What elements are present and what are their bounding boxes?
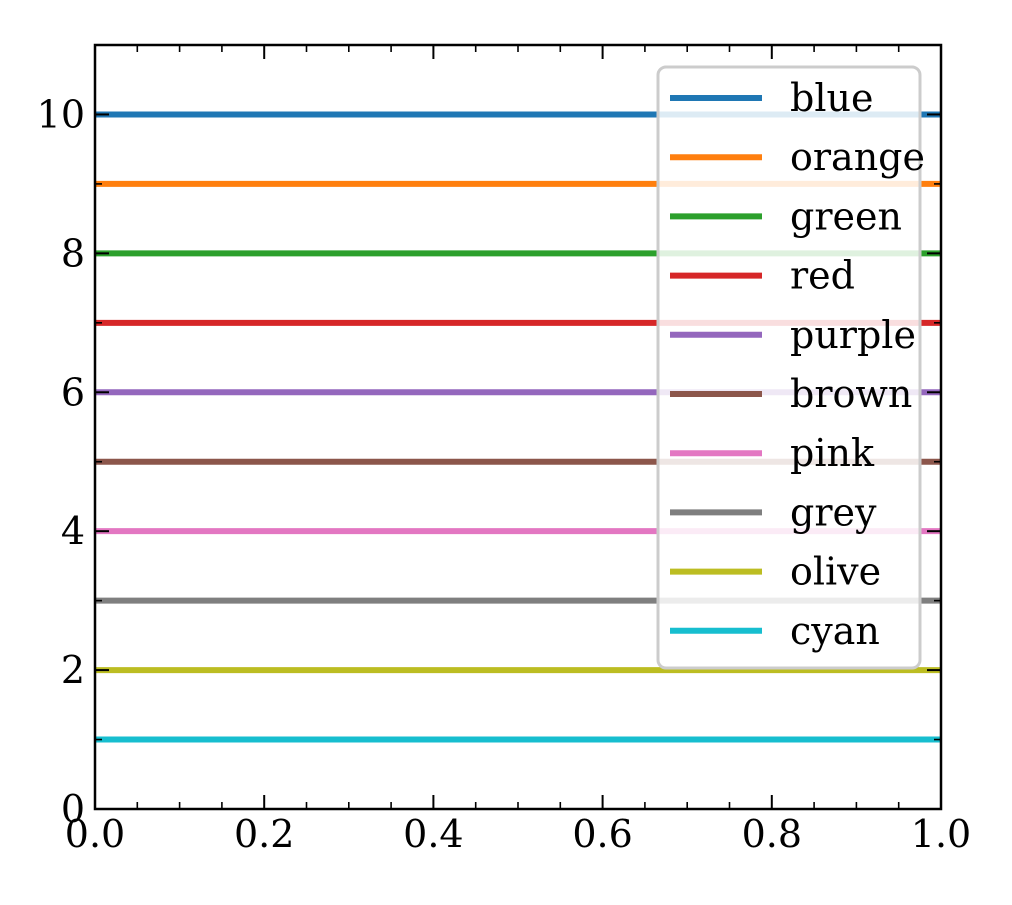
y-tick-label: 2	[61, 648, 85, 692]
legend-label-olive: olive	[790, 550, 881, 594]
y-tick-label: 10	[37, 92, 85, 136]
legend-label-red: red	[790, 254, 855, 298]
axes-layer: 0.0 0.2 0.4 0.6 0.8 1.0 0 2 4 6 8 10	[37, 43, 971, 856]
legend-label-orange: orange	[790, 135, 925, 179]
legend-label-grey: grey	[790, 490, 877, 534]
x-tick-label: 0.6	[572, 812, 632, 856]
x-tick-label: 0.2	[234, 812, 294, 856]
legend: blue orange green red purple brown pink grey oli…	[656, 65, 925, 670]
x-tick-label: 0.0	[65, 812, 125, 856]
y-tick-label: 4	[61, 509, 85, 553]
y-tick-label: 8	[61, 231, 85, 275]
x-tick-label: 1.0	[911, 812, 971, 856]
x-tick-label: 0.4	[403, 812, 463, 856]
legend-label-brown: brown	[790, 372, 912, 416]
legend-label-purple: purple	[790, 313, 916, 357]
legend-label-green: green	[790, 194, 902, 238]
x-tick-label: 0.8	[742, 812, 802, 856]
y-tick-label: 0	[61, 787, 85, 831]
legend-label-cyan: cyan	[790, 609, 880, 653]
legend-label-pink: pink	[790, 431, 875, 475]
y-tick-label: 6	[61, 370, 85, 414]
legend-label-blue: blue	[790, 76, 873, 120]
series-layer	[95, 111, 941, 743]
